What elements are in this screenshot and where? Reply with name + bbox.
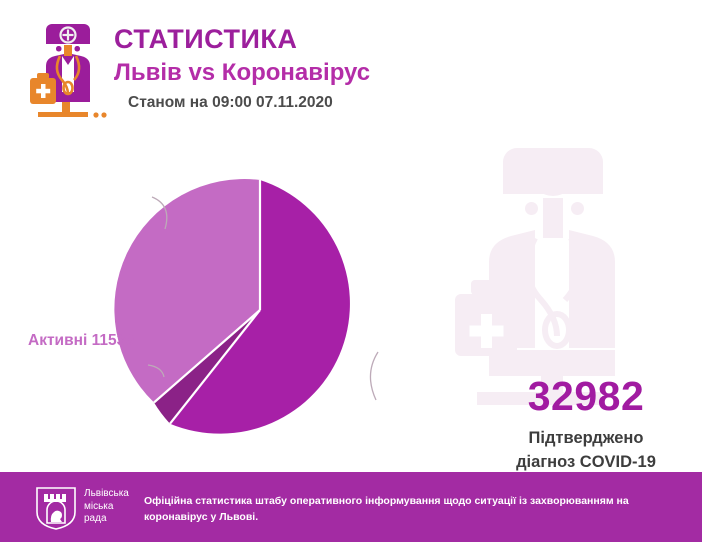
pie-slice-active xyxy=(114,179,260,403)
caption-line-1: Підтверджено xyxy=(528,429,644,447)
caption-line-2: діагноз COVID-19 xyxy=(516,453,656,471)
header-text-group: СТАТИСТИКА Львів vs Коронавірус Станом н… xyxy=(114,22,534,114)
total-confirmed-caption: Підтверджено діагноз COVID-19 xyxy=(470,426,702,474)
footer-org-line-1: Львівська xyxy=(84,488,129,499)
footer: Львівська міська рада Офіційна статистик… xyxy=(0,472,702,542)
footer-org-name: Львівська міська рада xyxy=(84,488,129,526)
leader-line-died xyxy=(147,364,165,378)
header: СТАТИСТИКА Львів vs Коронавірус Станом н… xyxy=(0,0,702,140)
pie-slice-recovered xyxy=(170,180,350,434)
leader-line-active xyxy=(151,196,168,230)
lviv-coat-of-arms-icon xyxy=(34,485,78,531)
as-of-timestamp: Станом на 09:00 07.11.2020 xyxy=(128,94,333,111)
main-content: Активні 11530 Померли 968 Одужали 20484 … xyxy=(0,140,702,542)
pie-chart: Активні 11530 Померли 968 Одужали 20484 xyxy=(0,140,470,542)
pie-label-active: Активні 11530 xyxy=(28,332,134,349)
pie-slice-died xyxy=(154,310,260,424)
footer-disclaimer: Офіційна статистика штабу оперативного і… xyxy=(144,495,629,523)
footer-org-line-2: міська xyxy=(84,500,114,512)
total-confirmed-block: 32982 Підтверджено діагноз COVID-19 xyxy=(470,372,702,474)
page-subtitle: Львів vs Коронавірус xyxy=(114,59,371,86)
doctor-icon xyxy=(22,16,114,128)
leader-line-recovered xyxy=(369,351,379,401)
doctor-watermark-icon xyxy=(455,134,695,454)
footer-org-line-3: рада xyxy=(84,513,107,524)
total-confirmed-number: 32982 xyxy=(527,373,645,419)
page-title: СТАТИСТИКА xyxy=(114,24,298,54)
